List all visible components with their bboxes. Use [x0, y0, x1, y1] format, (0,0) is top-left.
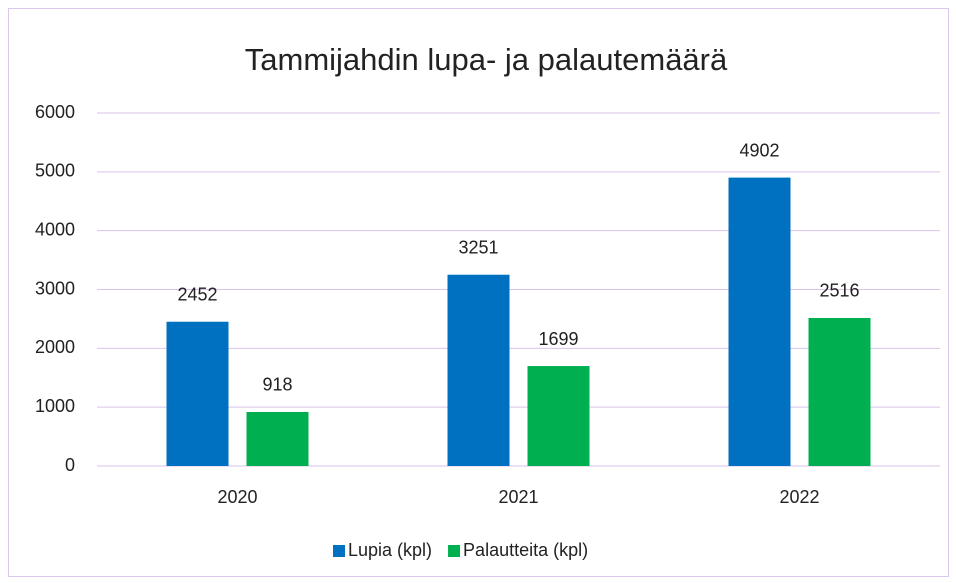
x-tick-label: 2020 [217, 487, 257, 507]
y-tick-label: 0 [65, 455, 75, 475]
bar [447, 274, 510, 466]
bar [527, 366, 590, 466]
data-label: 1699 [538, 329, 578, 349]
legend-label: Palautteita (kpl) [463, 540, 588, 560]
y-tick-label: 4000 [35, 219, 75, 239]
y-tick-label: 5000 [35, 161, 75, 181]
data-label: 918 [262, 375, 292, 395]
data-label: 2452 [177, 284, 217, 304]
y-tick-label: 2000 [35, 337, 75, 357]
bar [808, 317, 871, 466]
y-tick-label: 6000 [35, 102, 75, 122]
x-tick-label: 2021 [498, 487, 538, 507]
data-label: 4902 [739, 140, 779, 160]
x-tick-label: 2022 [779, 487, 819, 507]
chart-title: Tammijahdin lupa- ja palautemäärä [245, 42, 728, 77]
y-tick-label: 3000 [35, 278, 75, 298]
legend-label: Lupia (kpl) [348, 540, 432, 560]
data-label: 3251 [458, 237, 498, 257]
legend-swatch [333, 545, 345, 557]
bar [166, 321, 229, 466]
bar [728, 177, 791, 466]
y-tick-label: 1000 [35, 396, 75, 416]
bar [246, 411, 309, 466]
legend-swatch [448, 545, 461, 557]
data-label: 2516 [819, 281, 859, 301]
